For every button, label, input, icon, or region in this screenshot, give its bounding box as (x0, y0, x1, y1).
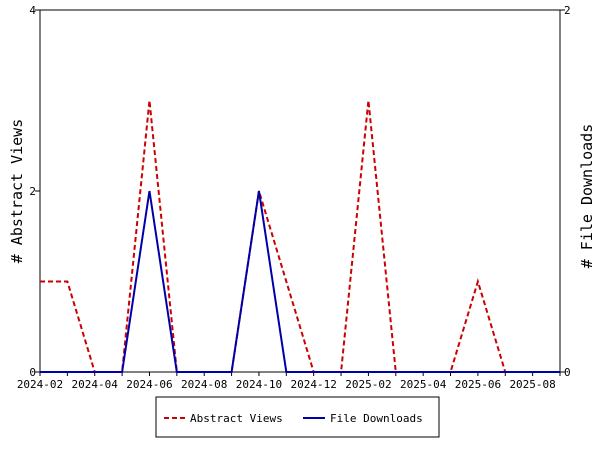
x-tick-label: 2024-04 (72, 378, 119, 391)
x-tick-label: 2024-12 (291, 378, 337, 391)
x-tick-label: 2025-04 (400, 378, 447, 391)
x-tick-label: 2025-06 (455, 378, 501, 391)
series-line-abstract-views (40, 100, 560, 373)
legend: Abstract Views File Downloads (155, 396, 440, 438)
x-tick-label: 2024-06 (126, 378, 172, 391)
x-tick-label: 2024-10 (236, 378, 282, 391)
x-tick-label: 2024-02 (17, 378, 63, 391)
y-tick-label-left: 0 (29, 366, 36, 379)
series-line-file-downloads (40, 190, 560, 373)
x-tick-label: 2024-08 (181, 378, 227, 391)
x-tick-label: 2025-02 (345, 378, 391, 391)
y-tick-label-right: 2 (564, 4, 571, 17)
x-tick-label: 2025-08 (509, 378, 555, 391)
ticks-layer: 0 2 4 0 2 2024-02 2024-04 2024-06 2024-08 2024-10… (17, 4, 571, 391)
y-axis-title-right: # File Downloads (578, 124, 596, 269)
legend-label-abstract-views: Abstract Views (190, 412, 283, 425)
series-layer (40, 100, 560, 373)
y-tick-label-left: 4 (29, 4, 36, 17)
y-axis-title-left: # Abstract Views (8, 119, 26, 264)
legend-label-file-downloads: File Downloads (330, 412, 423, 425)
plot-area (39, 9, 561, 373)
y-tick-label-right: 0 (564, 366, 571, 379)
y-tick-label-left: 2 (29, 185, 36, 198)
legend-box (155, 396, 440, 438)
